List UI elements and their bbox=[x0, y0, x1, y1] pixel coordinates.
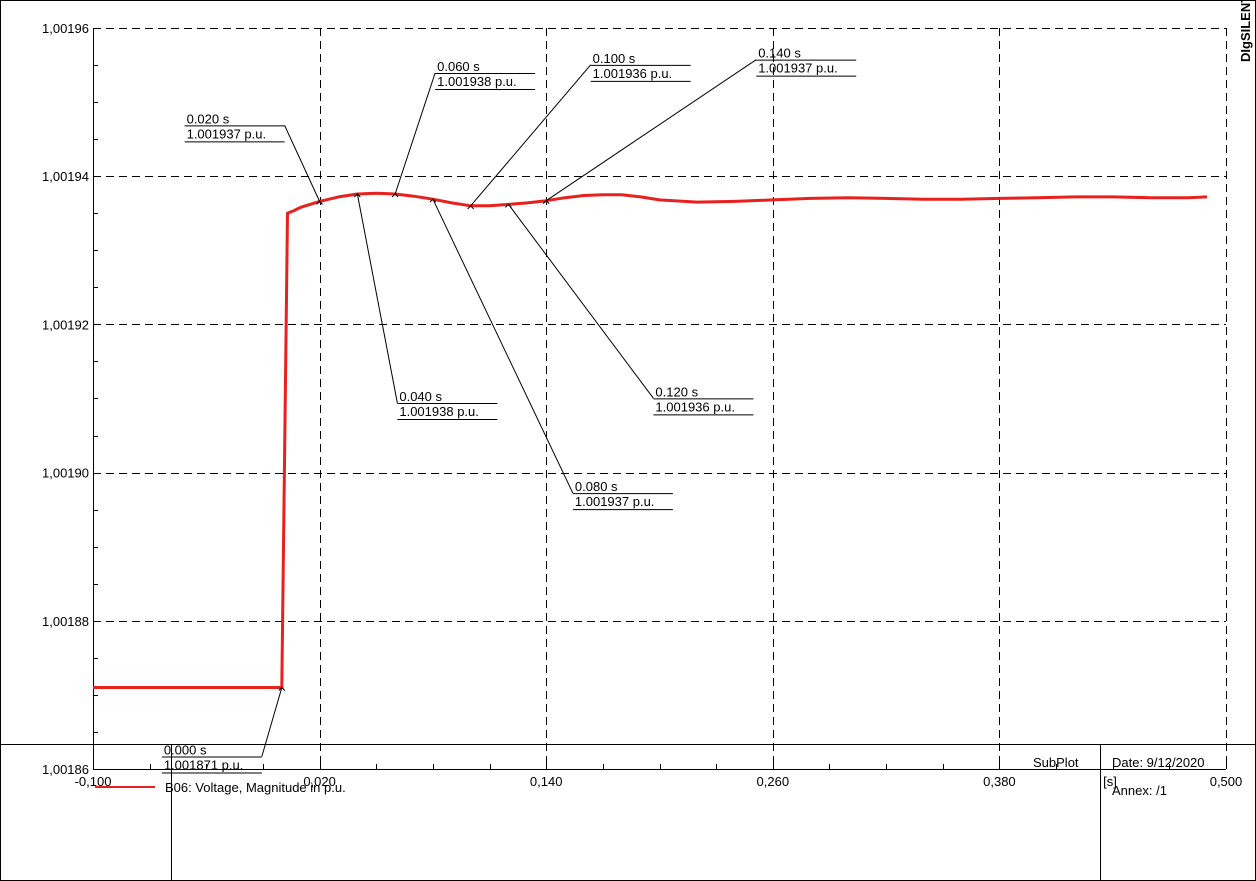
annotation-marker bbox=[505, 203, 512, 208]
data-series bbox=[93, 191, 1208, 689]
x-tick-label: 0,260 bbox=[757, 774, 790, 789]
x-tick-label: 0,020 bbox=[303, 774, 336, 789]
annotation-time: 0.060 s bbox=[437, 59, 480, 74]
legend: B06: Voltage, Magnitude in p.u. bbox=[95, 780, 346, 795]
date-label: Date: 9/12/2020 bbox=[1112, 755, 1205, 770]
legend-label: B06: Voltage, Magnitude in p.u. bbox=[165, 780, 346, 795]
annotation-leader bbox=[545, 59, 757, 202]
annotation-time: 0.000 s bbox=[164, 742, 207, 757]
annotation-marker bbox=[467, 205, 475, 210]
y-tick-label: 1,00196 bbox=[42, 21, 89, 36]
annotation-marker bbox=[354, 193, 361, 198]
annotation-leader bbox=[356, 193, 398, 404]
annotation-marker bbox=[278, 686, 286, 691]
annex-label: Annex: /1 bbox=[1112, 783, 1167, 798]
x-tick-label: -0,100 bbox=[75, 774, 112, 789]
annotation-value: 1.001936 p.u. bbox=[655, 399, 735, 414]
plot-axes bbox=[93, 28, 1227, 770]
annotation-marker bbox=[542, 199, 550, 205]
y-tick-label: 1,00188 bbox=[42, 614, 89, 629]
annotation-leader bbox=[470, 64, 592, 207]
annotation-leader bbox=[284, 125, 321, 202]
annotation-time: 0.120 s bbox=[655, 384, 698, 399]
annotation-leader bbox=[261, 687, 283, 757]
annotation-value: 1.001871 p.u. bbox=[164, 757, 244, 772]
annotation-time: 0.040 s bbox=[399, 389, 442, 404]
annotation-marker bbox=[316, 200, 323, 205]
subplot-label: SubPlot bbox=[1033, 755, 1079, 770]
series-line bbox=[93, 191, 1208, 689]
annotation-value: 1.001937 p.u. bbox=[187, 126, 267, 141]
annotation-marker bbox=[391, 193, 399, 198]
y-tick-label: 1,00194 bbox=[42, 169, 89, 184]
annotation-value: 1.001936 p.u. bbox=[593, 66, 673, 81]
tick-labels: -0,100 0,020 0,140 0,260 0,380 0,500 1,00186 1,… bbox=[42, 21, 1242, 789]
x-unit-label: [s] bbox=[1103, 774, 1117, 789]
x-tick-label: 0,500 bbox=[1210, 774, 1243, 789]
brand-logo: DIgSILENT bbox=[1238, 0, 1253, 62]
x-tick-label: 0,140 bbox=[530, 774, 563, 789]
y-tick-label: 1,00190 bbox=[42, 466, 89, 481]
annotation-time: 0.080 s bbox=[575, 479, 618, 494]
annotation-leader bbox=[432, 198, 574, 494]
annotation-leader bbox=[508, 204, 654, 399]
annotation-value: 1.001937 p.u. bbox=[758, 61, 838, 76]
footer-table bbox=[0, 744, 1256, 881]
x-tick-label: 0,380 bbox=[983, 774, 1016, 789]
annotation-time: 0.140 s bbox=[758, 46, 801, 61]
annotation-value: 1.001938 p.u. bbox=[399, 404, 479, 419]
annotation-value: 1.001937 p.u. bbox=[575, 494, 655, 509]
annotation-marker bbox=[429, 198, 437, 203]
annotation-value: 1.001938 p.u. bbox=[437, 74, 517, 89]
annotation-time: 0.100 s bbox=[593, 51, 636, 66]
annotation-time: 0.020 s bbox=[187, 111, 230, 126]
y-tick-label: 1,00192 bbox=[42, 317, 89, 332]
svg-text:DIgSILENT: DIgSILENT bbox=[1238, 0, 1253, 62]
y-tick-label: 1,00186 bbox=[42, 762, 89, 777]
data-annotations: 0.000 s1.001871 p.u.0.020 s1.001937 p.u.… bbox=[161, 46, 857, 774]
annotation-leader bbox=[394, 72, 436, 195]
